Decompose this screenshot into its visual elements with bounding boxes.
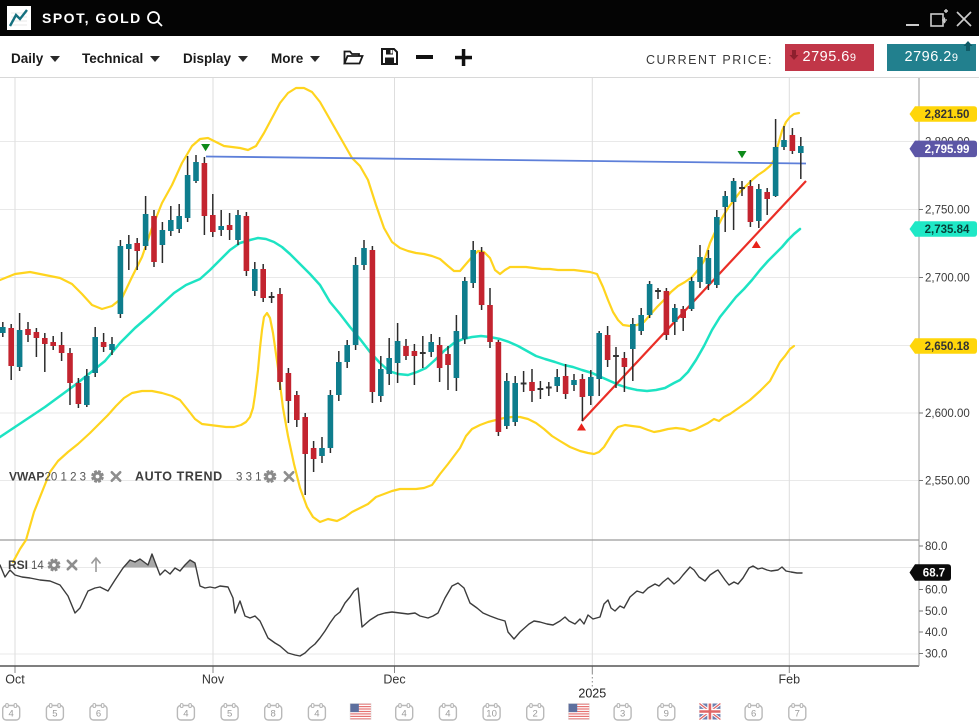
svg-text:2: 2 [533,709,538,720]
svg-text:5: 5 [227,709,232,720]
svg-text:3 3 1: 3 3 1 [236,472,262,484]
svg-text:VWAP: VWAP [9,470,44,484]
svg-text:2,650.18: 2,650.18 [925,341,970,353]
svg-text:2,735.84: 2,735.84 [925,224,970,236]
svg-text:AUTO TREND: AUTO TREND [135,470,223,484]
svg-text:Feb: Feb [779,673,801,687]
svg-text:4: 4 [445,709,450,720]
svg-text:2,750.00: 2,750.00 [925,205,970,217]
svg-text:2,550.00: 2,550.00 [925,476,970,488]
svg-text:4: 4 [183,709,188,720]
svg-text:9: 9 [664,709,669,720]
svg-text:6: 6 [751,709,756,720]
svg-text:2025: 2025 [578,687,606,701]
svg-text:10: 10 [486,709,497,720]
svg-text:5: 5 [52,709,57,720]
svg-text:20 1 2 3: 20 1 2 3 [45,472,87,484]
svg-text:Dec: Dec [383,673,405,687]
svg-text:Oct: Oct [5,673,25,687]
svg-text:68.7: 68.7 [923,568,945,580]
svg-text:6: 6 [96,709,101,720]
svg-text:50.0: 50.0 [925,606,947,618]
svg-text:40.0: 40.0 [925,627,947,639]
svg-text:4: 4 [9,709,14,720]
svg-text:2,700.00: 2,700.00 [925,273,970,285]
svg-text:2,795.99: 2,795.99 [925,144,970,156]
svg-text:8: 8 [271,709,276,720]
svg-text:3: 3 [620,709,625,720]
svg-text:30.0: 30.0 [925,649,947,661]
svg-text:2,821.50: 2,821.50 [925,109,970,121]
svg-text:2,600.00: 2,600.00 [925,408,970,420]
svg-text:4: 4 [314,709,319,720]
svg-text:RSI: RSI [8,558,28,572]
svg-text:7: 7 [795,709,800,720]
svg-text:80.0: 80.0 [925,541,947,553]
svg-text:Nov: Nov [202,673,225,687]
svg-text:14: 14 [31,560,44,572]
svg-text:4: 4 [402,709,407,720]
svg-text:60.0: 60.0 [925,585,947,597]
